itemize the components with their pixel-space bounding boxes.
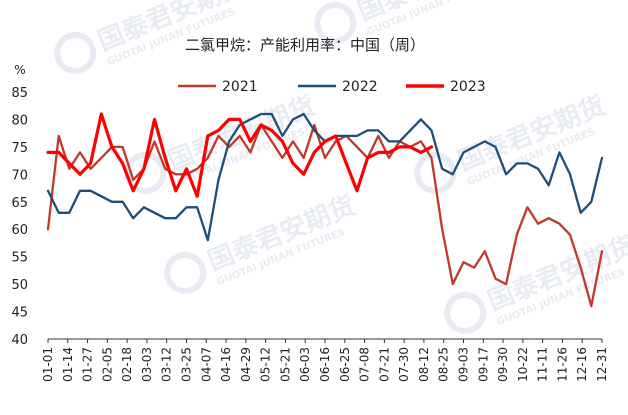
x-tick-label: 05-21 [278,347,292,382]
y-tick-label: 55 [11,251,28,266]
x-tick-label: 08-12 [417,347,431,382]
y-tick-label: 45 [11,306,28,321]
series-line-2023 [46,112,434,198]
legend-label: 2023 [450,79,486,95]
legend-label: 2022 [342,79,378,95]
y-tick-label: 85 [11,86,28,101]
x-tick-label: 06-16 [318,347,332,382]
x-tick-label: 07-08 [358,347,372,382]
x-tick-label: 04-29 [239,347,253,382]
y-tick-label: 40 [11,333,28,348]
x-tick-label: 11-11 [536,347,550,382]
x-tick-label: 01-01 [41,347,55,382]
x-tick-label: 05-12 [259,347,273,382]
watermark-logo [314,1,357,44]
x-tick-label: 11-26 [555,347,569,382]
x-tick-label: 09-30 [496,347,510,382]
chart-title: 二氯甲烷：产能利用率：中国（周） [185,36,425,54]
series-lines [46,112,604,308]
x-tick-label: 02-18 [120,347,134,382]
legend: 2021 2022 2023 [178,79,486,95]
x-tick-label: 01-27 [81,347,95,382]
x-tick-label: 03-25 [180,347,194,382]
y-tick-label: 50 [11,278,28,293]
x-tick-label: 09-03 [457,347,471,382]
watermark-logo [164,251,207,294]
watermark-logo [54,31,97,74]
watermark-logo [414,151,457,194]
x-tick-label: 07-21 [377,347,391,382]
y-axis: 40 45 50 55 60 65 70 75 80 85 [11,86,28,348]
y-axis-unit: % [14,63,25,77]
y-tick-label: 75 [11,141,28,156]
x-tick-label: 07-30 [397,347,411,382]
x-tick-label: 10-22 [516,347,530,382]
x-tick-label: 03-03 [140,347,154,382]
x-tick-label: 02-05 [100,347,114,382]
x-tick-label: 12-16 [575,347,589,382]
watermark-logo [444,291,487,334]
y-tick-label: 65 [11,196,28,211]
x-tick-label: 12-31 [595,347,609,382]
x-axis: 01-01 01-14 01-27 02-05 02-18 03-03 03-12 03-25… [41,338,609,382]
x-tick-label: 01-14 [61,347,75,382]
x-tick-label: 04-07 [199,347,213,382]
x-tick-label: 09-17 [476,347,490,382]
legend-label: 2021 [222,79,258,95]
series-line-2021 [46,123,604,308]
y-tick-label: 80 [11,113,28,128]
x-tick-label: 08-25 [437,347,451,382]
y-tick-label: 60 [11,223,28,238]
x-tick-label: 06-25 [338,347,352,382]
y-tick-label: 70 [11,168,28,183]
x-tick-label: 04-16 [219,347,233,382]
x-tick-label: 03-12 [160,347,174,382]
x-tick-label: 06-03 [298,347,312,382]
